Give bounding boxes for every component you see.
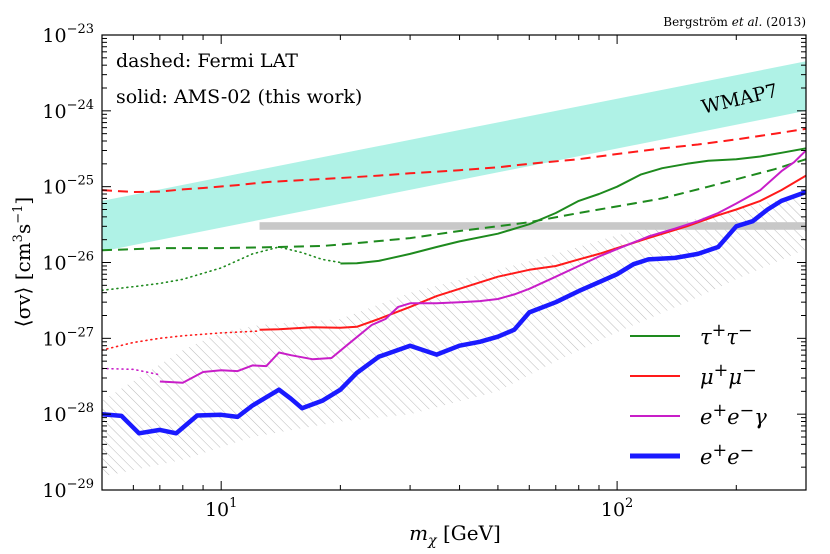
wmap7-band (102, 61, 806, 252)
legend-label: e+e− (700, 441, 755, 469)
y-tick-label: 10−24 (42, 98, 94, 123)
legend: τ+τ− μ+μ− e+e−γ e+e− (630, 321, 767, 469)
x-tick-label: 101 (205, 496, 237, 521)
series-line-2 (102, 246, 342, 292)
y-tick-label: 10−29 (42, 477, 94, 502)
series-line-6 (102, 367, 161, 376)
x-tick-label: 102 (601, 496, 633, 521)
note-dashed: dashed: Fermi LAT (116, 50, 298, 72)
note-solid: solid: AMS-02 (this work) (116, 86, 362, 108)
y-axis-label: ⟨σv⟩ [cm3s−1] (11, 197, 35, 327)
legend-label: e+e−γ (700, 401, 767, 429)
thermal-relic-band (259, 222, 806, 230)
y-tick-label: 10−25 (42, 174, 94, 199)
y-tick-label: 10−26 (42, 250, 94, 275)
y-tick-label: 10−28 (42, 401, 94, 426)
credit: Bergström et al. (2013) (663, 15, 806, 29)
y-tick-label: 10−23 (42, 22, 94, 47)
x-axis-label: mχ [GeV] (409, 521, 501, 549)
y-tick-label: 10−27 (42, 325, 94, 350)
series-line-3 (340, 147, 806, 265)
series-line-8 (102, 189, 806, 436)
legend-label: μ+μ− (700, 361, 757, 389)
series-line-7 (159, 149, 806, 384)
series-line-0 (102, 127, 806, 193)
series-line-4 (102, 330, 261, 351)
series-line-5 (259, 174, 806, 331)
legend-label: τ+τ− (700, 321, 753, 349)
